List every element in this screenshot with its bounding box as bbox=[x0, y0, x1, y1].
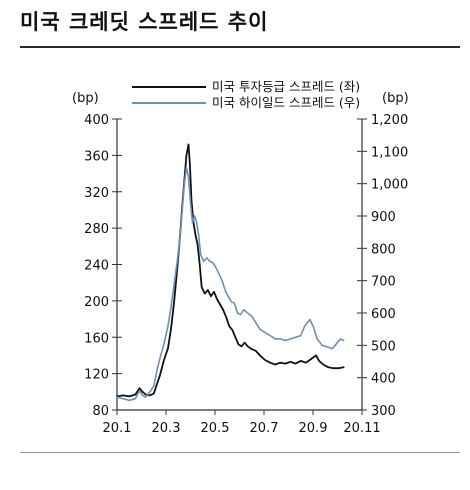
y-right-tick-label: 1,200 bbox=[371, 113, 408, 128]
y-left-tick-label: 160 bbox=[84, 331, 109, 346]
y-right-tick-label: 500 bbox=[371, 339, 396, 354]
x-tick-label: 20.9 bbox=[299, 421, 328, 436]
y-right-tick-label: 700 bbox=[371, 275, 396, 290]
y-left-tick-label: 320 bbox=[84, 186, 109, 201]
y-right-unit-label: (bp) bbox=[382, 91, 409, 106]
y-left-tick-label: 240 bbox=[84, 259, 109, 274]
y-right-tick-label: 600 bbox=[371, 307, 396, 322]
y-right-tick-label: 900 bbox=[371, 210, 396, 225]
y-left-tick-label: 80 bbox=[92, 404, 109, 419]
x-tick-label: 20.11 bbox=[343, 421, 380, 436]
y-right-tick-label: 800 bbox=[371, 242, 396, 257]
page-title: 미국 크레딧 스프레드 추이 bbox=[20, 10, 269, 34]
y-right-tick-label: 1,100 bbox=[371, 145, 408, 160]
x-tick-label: 20.7 bbox=[250, 421, 279, 436]
legend-label-high-yield: 미국 하이일드 스프레드 (우) bbox=[212, 95, 360, 110]
y-right-tick-label: 400 bbox=[371, 372, 396, 387]
series-line-high-yield bbox=[116, 166, 345, 402]
title-underline bbox=[20, 46, 460, 48]
y-left-tick-label: 280 bbox=[84, 222, 109, 237]
y-right-tick-label: 1,000 bbox=[371, 178, 408, 193]
series-lines bbox=[116, 143, 345, 402]
x-tick-label: 20.1 bbox=[103, 421, 132, 436]
legend: 미국 투자등급 스프레드 (좌) 미국 하이일드 스프레드 (우) bbox=[132, 79, 360, 110]
footer-divider bbox=[20, 452, 460, 453]
y-left-tick-label: 120 bbox=[84, 368, 109, 383]
y-left-tick-label: 360 bbox=[84, 149, 109, 164]
axes: 400 360 320 280 240 200 160 120 80 1,200 1,100 1,00… bbox=[84, 113, 408, 436]
y-left-tick-label: 200 bbox=[84, 295, 109, 310]
y-right-tick-label: 300 bbox=[371, 404, 396, 419]
x-tick-label: 20.5 bbox=[201, 421, 230, 436]
x-tick-label: 20.3 bbox=[152, 421, 181, 436]
y-left-unit-label: (bp) bbox=[72, 91, 99, 106]
y-left-tick-label: 400 bbox=[84, 113, 109, 128]
series-line-investment-grade bbox=[116, 143, 345, 398]
legend-label-investment-grade: 미국 투자등급 스프레드 (좌) bbox=[212, 79, 360, 94]
